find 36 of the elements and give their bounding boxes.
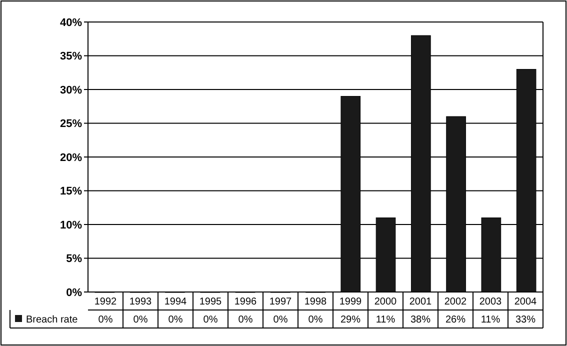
x-tick-label: 2001 bbox=[409, 296, 432, 308]
x-tick-label: 1992 bbox=[94, 296, 118, 308]
data-label: 11% bbox=[480, 314, 500, 326]
x-tick-label: 2000 bbox=[374, 296, 398, 308]
x-tick-label: 2003 bbox=[479, 296, 502, 308]
x-tick-label: 2002 bbox=[444, 296, 468, 308]
y-tick-label: 15% bbox=[60, 186, 82, 198]
x-tick-label: 1999 bbox=[339, 296, 362, 308]
data-label: 0% bbox=[203, 314, 218, 326]
data-label: 0% bbox=[133, 314, 148, 326]
y-tick-label: 10% bbox=[60, 219, 82, 232]
x-tick-label: 1997 bbox=[269, 296, 292, 308]
data-label: 29% bbox=[340, 314, 361, 326]
data-label: 0% bbox=[273, 314, 288, 326]
data-label: 33% bbox=[515, 314, 536, 326]
data-label: 11% bbox=[376, 314, 396, 326]
x-tick-label: 1998 bbox=[304, 296, 328, 308]
x-tick-label: 1995 bbox=[199, 296, 222, 308]
y-tick-label: 0% bbox=[66, 286, 82, 299]
y-tick-label: 5% bbox=[66, 253, 82, 266]
y-tick-label: 40% bbox=[60, 16, 82, 29]
data-label: 0% bbox=[238, 314, 253, 326]
data-label: 0% bbox=[168, 314, 183, 326]
x-tick-label: 1996 bbox=[234, 296, 258, 308]
x-tick-label: 1993 bbox=[129, 296, 152, 308]
data-label: 0% bbox=[308, 314, 323, 326]
data-label: 26% bbox=[445, 314, 466, 326]
data-label: 0% bbox=[98, 314, 113, 326]
x-tick-label: 1994 bbox=[164, 296, 188, 308]
y-tick-label: 25% bbox=[60, 118, 82, 130]
y-tick-label: 30% bbox=[60, 84, 82, 96]
y-tick-label: 20% bbox=[60, 152, 82, 164]
y-tick-label: 35% bbox=[60, 50, 82, 63]
data-label: 38% bbox=[410, 314, 431, 326]
x-tick-label: 2004 bbox=[514, 296, 538, 308]
legend-label: Breach rate bbox=[26, 314, 78, 326]
